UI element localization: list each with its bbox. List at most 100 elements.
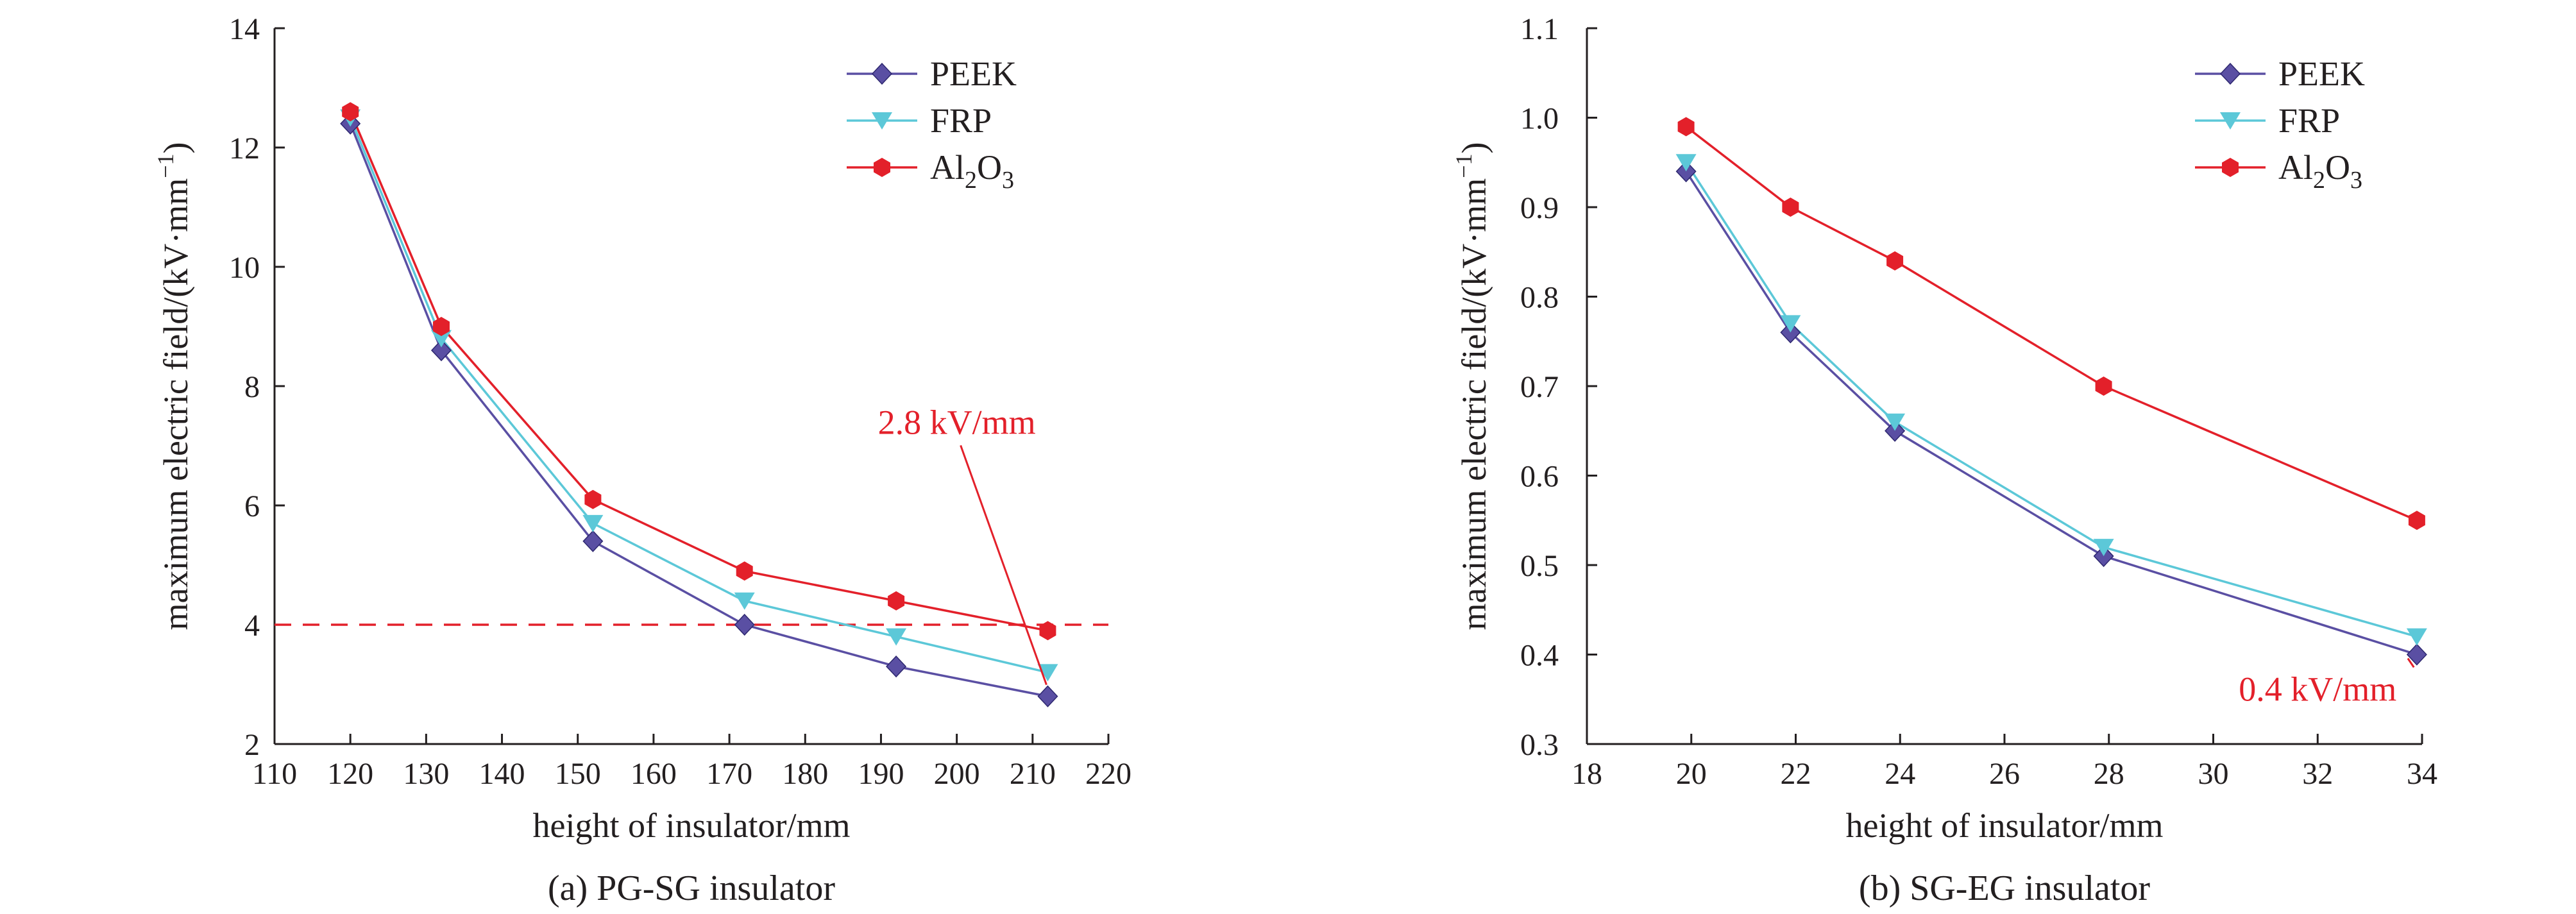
y-axis-title-main: maximum electric field/(kV·mm <box>157 178 195 630</box>
x-tick-label: 120 <box>327 757 373 791</box>
legend-marker-peek <box>871 62 893 85</box>
legend-marker-frp <box>2220 112 2241 130</box>
y-tick-label: 0.9 <box>1520 191 1559 225</box>
data-point-frp <box>1780 315 1801 333</box>
x-tick-label: 30 <box>2198 757 2229 791</box>
legend-label-part: O <box>2325 148 2350 187</box>
legend-label-sub: 2 <box>965 167 977 194</box>
annotation-label: 0.4 kV/mm <box>2239 670 2396 708</box>
y-tick-label: 1.1 <box>1520 12 1559 46</box>
figure-caption: (b) SG-EG insulator <box>1859 868 2151 908</box>
x-tick-label: 140 <box>479 757 525 791</box>
data-point-al2o3 <box>1782 198 1799 217</box>
x-axis-title: height of insulator/mm <box>533 806 851 845</box>
x-tick-label: 28 <box>2094 757 2124 791</box>
legend-label-frp: FRP <box>2278 101 2340 140</box>
data-point-frp <box>1885 413 1906 431</box>
x-tick-label: 24 <box>1885 757 1915 791</box>
data-point-al2o3 <box>584 489 602 509</box>
data-point-al2o3 <box>433 317 450 336</box>
y-tick-label: 0.5 <box>1520 549 1559 583</box>
x-tick-label: 26 <box>1989 757 2020 791</box>
data-point-peek <box>582 530 604 552</box>
data-point-frp <box>1037 664 1058 682</box>
data-point-peek <box>886 656 907 678</box>
data-point-frp <box>734 592 755 610</box>
y-tick-label: 0.4 <box>1520 639 1559 673</box>
series-line-frp <box>349 117 1048 674</box>
legend: PEEK FRP Al2O3 <box>847 55 1017 194</box>
legend-label-part: Al <box>2278 148 2313 187</box>
annotation-leader-line <box>960 444 1047 686</box>
data-point-al2o3 <box>2408 511 2425 530</box>
y-tick-label: 12 <box>229 131 260 165</box>
legend-label-part: Al <box>930 148 965 187</box>
y-axis-title-close: ) <box>1455 142 1493 153</box>
data-point-frp <box>2406 628 2427 646</box>
y-axis-title: maximum electric field/(kV·mm−1) <box>153 142 195 630</box>
x-axis-title: height of insulator/mm <box>1846 806 2164 845</box>
series-line-al2o3 <box>349 111 1048 632</box>
legend-label-part: O <box>977 148 1002 187</box>
x-tick-label: 180 <box>782 757 828 791</box>
data-point-peek <box>734 613 755 636</box>
data-point-peek <box>430 339 452 362</box>
legend-marker-al2o3 <box>2222 158 2239 177</box>
x-tick-label: 110 <box>252 757 297 791</box>
y-tick-label: 4 <box>244 609 260 643</box>
legend-marker-frp <box>872 112 892 130</box>
y-tick-label: 0.7 <box>1520 370 1559 404</box>
y-axis-title-sup: −1 <box>153 153 178 178</box>
legend-label-peek: PEEK <box>930 55 1017 93</box>
data-point-al2o3 <box>1677 117 1695 137</box>
y-tick-label: 1.0 <box>1520 102 1559 136</box>
legend-label-al2o3: Al2O3 <box>930 148 1014 194</box>
legend-label-frp: FRP <box>930 101 992 140</box>
data-point-frp <box>431 330 452 348</box>
x-tick-label: 190 <box>858 757 904 791</box>
legend-label-peek: PEEK <box>2278 55 2365 93</box>
data-point-frp <box>886 628 907 646</box>
y-tick-label: 8 <box>244 370 260 404</box>
data-point-frp <box>2093 539 2114 557</box>
y-axis-title-main: maximum electric field/(kV·mm <box>1455 178 1493 630</box>
y-tick-label: 10 <box>229 251 260 285</box>
x-tick-label: 20 <box>1676 757 1707 791</box>
legend: PEEK FRP Al2O3 <box>2195 55 2365 194</box>
y-tick-label: 0.6 <box>1520 460 1559 494</box>
x-tick-label: 32 <box>2302 757 2333 791</box>
data-point-frp <box>582 514 604 532</box>
x-tick-label: 200 <box>934 757 980 791</box>
data-point-peek <box>1037 685 1058 707</box>
x-tick-label: 220 <box>1085 757 1131 791</box>
legend-label-sub: 2 <box>2313 167 2325 194</box>
legend-label-al2o3: Al2O3 <box>2278 148 2362 194</box>
legend-label-sub: 3 <box>2350 167 2362 194</box>
series-line-peek <box>1685 171 2418 656</box>
legend-label-sub: 3 <box>1002 167 1014 194</box>
legend-marker-al2o3 <box>874 158 890 177</box>
y-axis-title: maximum electric field/(kV·mm−1) <box>1451 142 1493 630</box>
series-line-frp <box>1685 162 2418 638</box>
x-tick-label: 22 <box>1781 757 1811 791</box>
x-tick-label: 34 <box>2407 757 2437 791</box>
data-point-al2o3 <box>342 102 359 122</box>
x-tick-label: 160 <box>631 757 677 791</box>
data-point-al2o3 <box>888 591 905 611</box>
chart-panel-a: 2 4 6 8 10 12 14 110 120 130 140 150 160 170 180 190 200… <box>153 12 1131 908</box>
series-line-peek <box>349 123 1048 698</box>
data-point-al2o3 <box>2095 377 2112 396</box>
data-point-frp <box>1675 154 1697 172</box>
x-tick-label: 150 <box>555 757 601 791</box>
x-tick-label: 170 <box>706 757 752 791</box>
chart-panel-b: 0.3 0.4 0.5 0.6 0.7 0.8 0.9 1.0 1.1 18 20 22 24 26 28 3… <box>1451 12 2437 908</box>
x-tick-label: 130 <box>403 757 449 791</box>
data-point-al2o3 <box>1886 251 1904 271</box>
figure-caption: (a) PG-SG insulator <box>548 868 835 908</box>
y-tick-label: 0.3 <box>1520 728 1559 762</box>
x-tick-label: 18 <box>1572 757 1602 791</box>
data-point-peek <box>2406 643 2427 666</box>
data-point-al2o3 <box>1039 621 1056 641</box>
y-axis-title-sup: −1 <box>1451 153 1477 178</box>
